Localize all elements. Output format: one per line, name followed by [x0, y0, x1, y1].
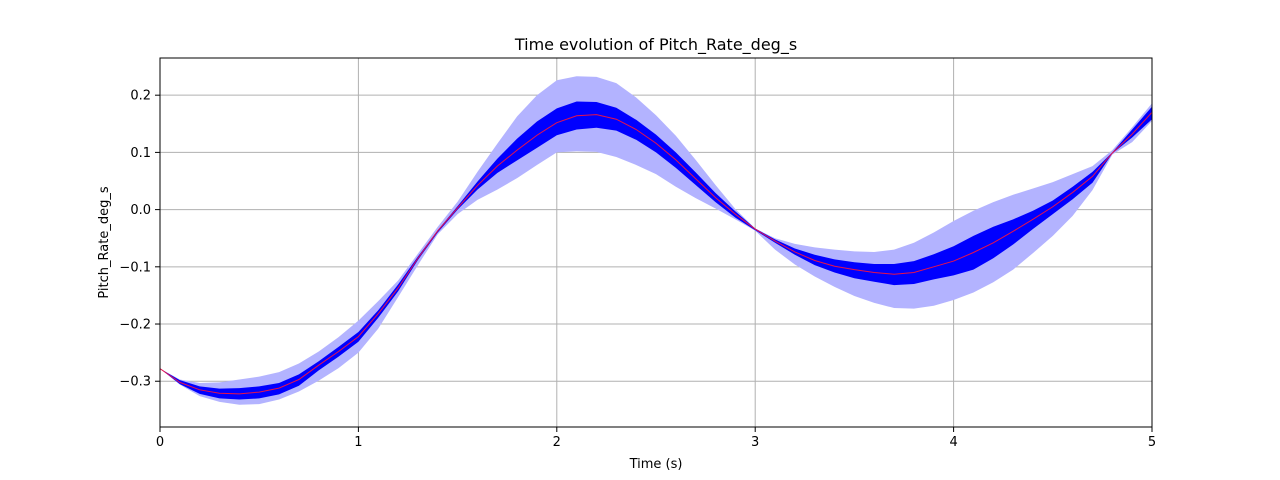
- mean-series: [159, 112, 1153, 395]
- x-tick-label-0: 0: [156, 435, 164, 450]
- x-tick-label-3: 3: [751, 435, 759, 450]
- plot-frame: [159, 57, 1153, 428]
- y-tick-label-3: 0.0: [130, 203, 151, 218]
- x-axis-label: Time (s): [629, 457, 683, 472]
- x-tick-label-2: 2: [553, 435, 561, 450]
- confidence-bands: [160, 76, 1152, 405]
- axis-ticks: 0 1 2 3 4 5 −0.3 −0.2 −0.1 0.0 0.1 0.2: [119, 89, 1156, 450]
- y-tick-label-2: −0.1: [119, 260, 151, 275]
- y-tick-label-5: 0.2: [130, 89, 151, 104]
- y-tick-label-4: 0.1: [130, 146, 151, 161]
- chart-title: Time evolution of Pitch_Rate_deg_s: [514, 35, 797, 55]
- x-tick-label-5: 5: [1148, 435, 1156, 450]
- y-axis-label: Pitch_Rate_deg_s: [97, 186, 112, 298]
- y-tick-label-0: −0.3: [119, 375, 151, 390]
- y-tick-label-1: −0.2: [119, 318, 151, 333]
- x-tick-label-4: 4: [949, 435, 957, 450]
- x-tick-label-1: 1: [354, 435, 362, 450]
- inner-confidence-band: [160, 101, 1152, 400]
- mean-line: [159, 112, 1153, 395]
